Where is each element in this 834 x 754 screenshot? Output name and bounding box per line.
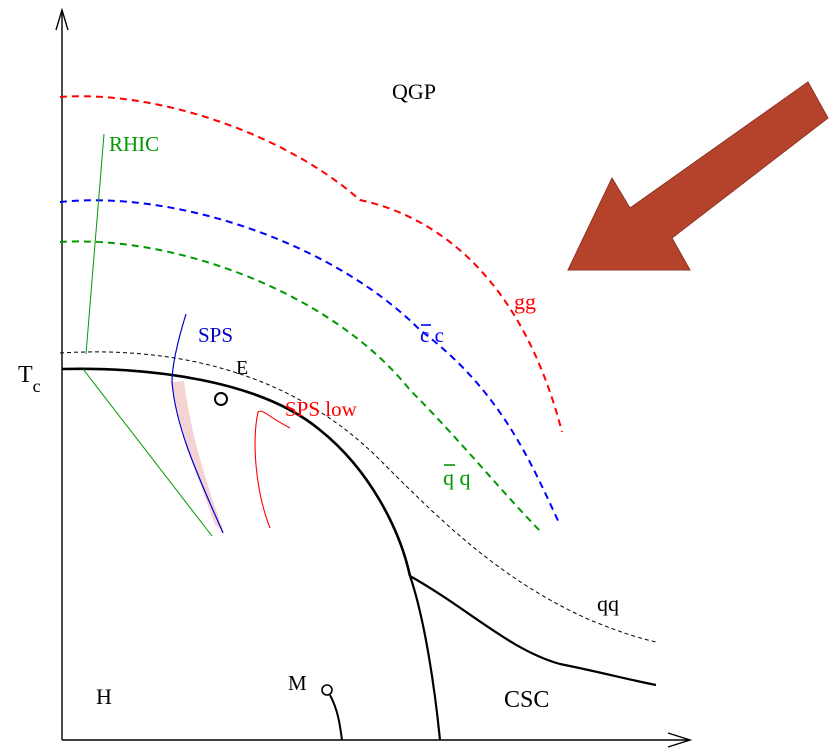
m-point — [321, 684, 333, 696]
csc-label: CSC — [504, 687, 549, 713]
h-label: H — [96, 684, 112, 709]
tc-label: Tc — [18, 362, 41, 396]
e-label: E — [236, 357, 248, 379]
tc-main-text: T — [18, 362, 33, 388]
phase-boundary-curve — [61, 367, 412, 577]
phase-boundary-lower — [408, 575, 442, 741]
rhic-label: RHIC — [109, 132, 159, 156]
sps-label: SPS — [198, 323, 233, 347]
y-axis-arrowhead — [55, 7, 69, 31]
sps-low-label: SPS low — [285, 397, 358, 421]
qbar-q-label: q q — [443, 465, 471, 490]
m-label: M — [288, 671, 307, 695]
cbar-c-label: c c — [420, 323, 444, 347]
rhic-line-upper — [85, 133, 105, 355]
sps-low-trajectory — [254, 410, 291, 529]
rhic-line-lower — [82, 368, 213, 537]
qgp-label: QGP — [392, 79, 436, 104]
qq-dashed-curve — [59, 351, 657, 643]
qq-label: qq — [597, 591, 619, 616]
m-point-line — [329, 694, 343, 741]
sps-shaded-band — [172, 381, 224, 532]
pointer-arrow-icon — [567, 81, 829, 271]
x-axis-arrowhead — [667, 732, 693, 748]
ccbar-curve — [59, 199, 561, 526]
csc-boundary-curve — [409, 575, 657, 687]
sps-trajectory — [171, 313, 224, 534]
gg-label: gg — [514, 289, 536, 314]
gg-curve — [59, 95, 563, 433]
critical-point-e — [214, 392, 228, 406]
tc-subscript-text: c — [33, 376, 41, 396]
